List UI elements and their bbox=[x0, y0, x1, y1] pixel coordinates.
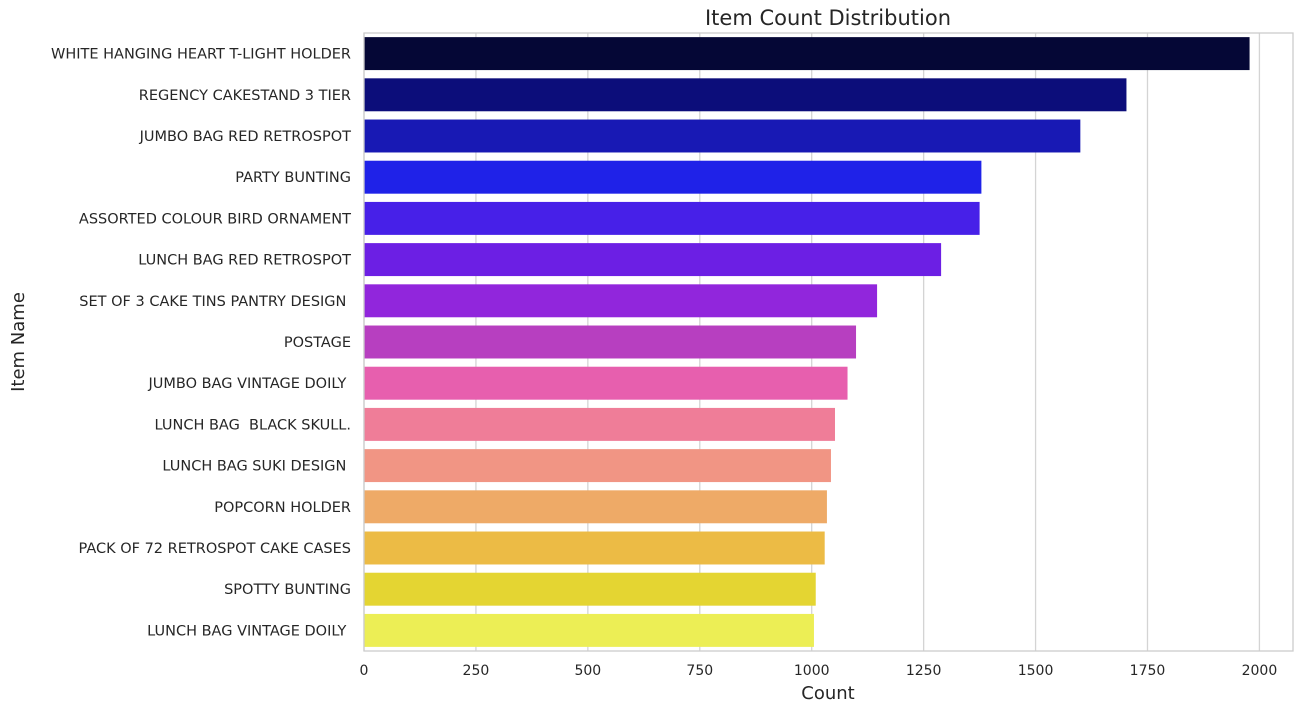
bars bbox=[364, 37, 1250, 647]
x-tick-label: 1750 bbox=[1130, 663, 1166, 679]
x-tick-label: 250 bbox=[463, 663, 490, 679]
y-tick-label: LUNCH BAG BLACK SKULL. bbox=[155, 417, 352, 433]
y-tick-label: LUNCH BAG SUKI DESIGN bbox=[162, 459, 351, 475]
y-tick-label: ASSORTED COLOUR BIRD ORNAMENT bbox=[79, 211, 351, 227]
y-tick-label: LUNCH BAG VINTAGE DOILY bbox=[147, 623, 351, 639]
y-tick-label: POSTAGE bbox=[284, 335, 351, 351]
y-tick-label: PARTY BUNTING bbox=[235, 170, 351, 186]
x-tick-labels: 0 250 500 750 1000 1250 1500 1750 2000 bbox=[360, 663, 1278, 679]
x-tick-label: 2000 bbox=[1242, 663, 1278, 679]
bar bbox=[364, 366, 848, 400]
x-tick-label: 750 bbox=[686, 663, 713, 679]
y-tick-label: LUNCH BAG RED RETROSPOT bbox=[138, 253, 351, 269]
bar bbox=[364, 78, 1127, 112]
y-tick-label: WHITE HANGING HEART T-LIGHT HOLDER bbox=[51, 47, 351, 63]
y-axis-label: Item Name bbox=[8, 292, 29, 392]
y-tick-label: JUMBO BAG RED RETROSPOT bbox=[139, 129, 352, 145]
bar bbox=[364, 243, 942, 277]
x-axis-label: Count bbox=[801, 683, 854, 704]
y-tick-label: POPCORN HOLDER bbox=[214, 500, 351, 516]
bar bbox=[364, 119, 1081, 153]
x-tick-label: 0 bbox=[360, 663, 369, 679]
plot-frame bbox=[363, 32, 1294, 652]
bar bbox=[364, 201, 980, 235]
x-tick-label: 1000 bbox=[794, 663, 830, 679]
x-tick-label: 500 bbox=[574, 663, 601, 679]
y-tick-label: SPOTTY BUNTING bbox=[224, 582, 351, 598]
bar bbox=[364, 37, 1250, 71]
bar bbox=[364, 449, 831, 483]
x-tick-label: 1250 bbox=[906, 663, 942, 679]
y-tick-label: PACK OF 72 RETROSPOT CAKE CASES bbox=[79, 541, 352, 557]
bar bbox=[364, 613, 814, 647]
y-tick-label: REGENCY CAKESTAND 3 TIER bbox=[139, 88, 351, 104]
bar bbox=[364, 490, 827, 524]
bar bbox=[364, 325, 857, 359]
bar bbox=[364, 407, 835, 441]
chart-title: Item Count Distribution bbox=[705, 6, 951, 30]
bar bbox=[364, 531, 825, 565]
y-tick-label: SET OF 3 CAKE TINS PANTRY DESIGN bbox=[79, 294, 351, 310]
bar bbox=[364, 572, 816, 606]
bar bbox=[364, 284, 878, 318]
x-tick-label: 1500 bbox=[1018, 663, 1054, 679]
y-tick-labels: WHITE HANGING HEART T-LIGHT HOLDER REGENC… bbox=[51, 47, 351, 640]
y-tick-label: JUMBO BAG VINTAGE DOILY bbox=[148, 376, 352, 392]
bar bbox=[364, 160, 982, 194]
